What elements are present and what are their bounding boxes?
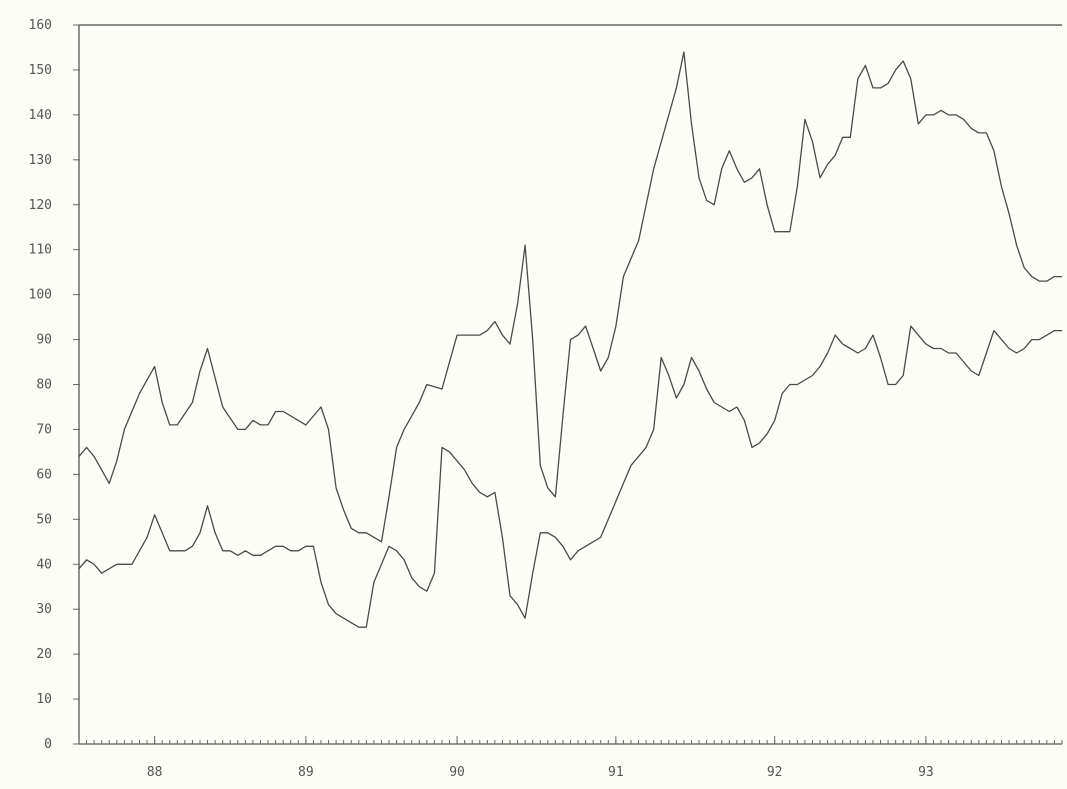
y-tick-label: 70 [36,422,52,437]
y-axis: 0 10 20 30 40 50 60 70 80 90 100 110 120 130 140 150 160 [29,18,80,752]
y-tick-label: 80 [36,378,52,393]
y-tick-label: 0 [44,737,52,752]
x-tick-label: 89 [298,765,314,780]
y-tick-label: 40 [36,557,52,572]
y-tick-label: 90 [36,333,52,348]
series-group [78,51,1062,628]
y-tick-label: 120 [29,198,52,213]
x-tick-label: 91 [608,765,624,780]
y-tick-label: 140 [29,108,52,123]
y-tick-label: 160 [29,18,52,33]
y-tick-label: 100 [29,288,52,303]
y-tick-label: 150 [29,63,52,78]
y-tick-label: 10 [36,692,52,707]
y-tick-label: 30 [36,602,52,617]
x-tick-label: 93 [918,765,934,780]
x-tick-label: 88 [147,765,163,780]
series-line-1 [78,51,1062,543]
series-line-2 [78,325,1062,628]
y-tick-label: 130 [29,153,52,168]
y-tick-label: 20 [36,647,52,662]
x-axis: 88 89 90 91 92 93 [78,736,1063,780]
x-tick-label: 92 [767,765,783,780]
y-tick-label: 50 [36,512,52,527]
y-tick-label: 110 [29,243,52,258]
y-tick-label: 60 [36,467,52,482]
x-tick-label: 90 [449,765,465,780]
